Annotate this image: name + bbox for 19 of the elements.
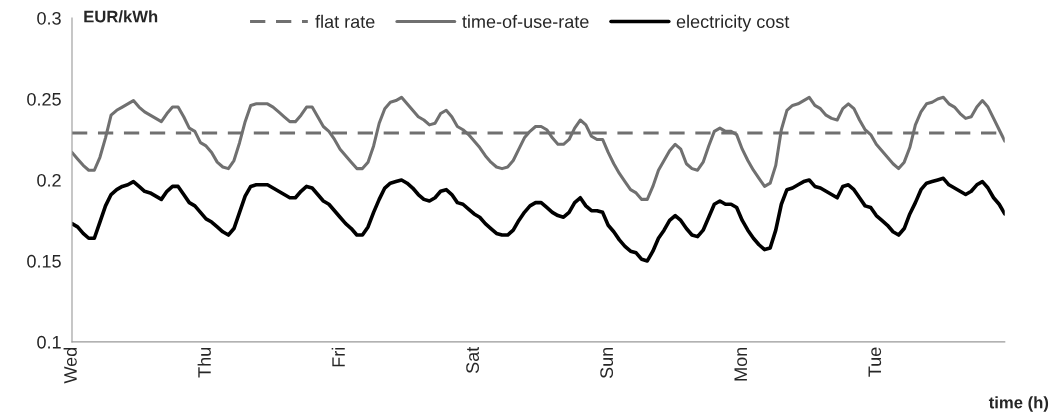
y-tick-label: 0.1 [37, 335, 61, 349]
y-tick-label: 0.15 [27, 254, 61, 268]
legend-label: time-of-use-rate [462, 14, 589, 29]
line-series [71, 95, 1005, 201]
legend-label: flat rate [315, 14, 375, 29]
y-tick-label: 0.2 [37, 173, 61, 187]
x-tick-label: Thu [197, 347, 211, 378]
y-tick-label: 0.25 [27, 92, 61, 106]
x-tick-label: Sat [466, 346, 479, 374]
x-tick-label: Mon [734, 347, 748, 381]
x-tick-label: Tue [868, 347, 882, 377]
x-tick-label: Fri [331, 348, 345, 367]
y-axis-title: EUR/kWh [84, 10, 158, 23]
legend-label: electricity cost [676, 14, 790, 32]
y-tick-label: 0.3 [37, 11, 61, 25]
line-series [71, 176, 1005, 263]
x-tick-label: Sun [600, 347, 614, 379]
x-axis-title: time (h) [988, 396, 1049, 412]
x-tick-label: Wed [63, 347, 77, 384]
